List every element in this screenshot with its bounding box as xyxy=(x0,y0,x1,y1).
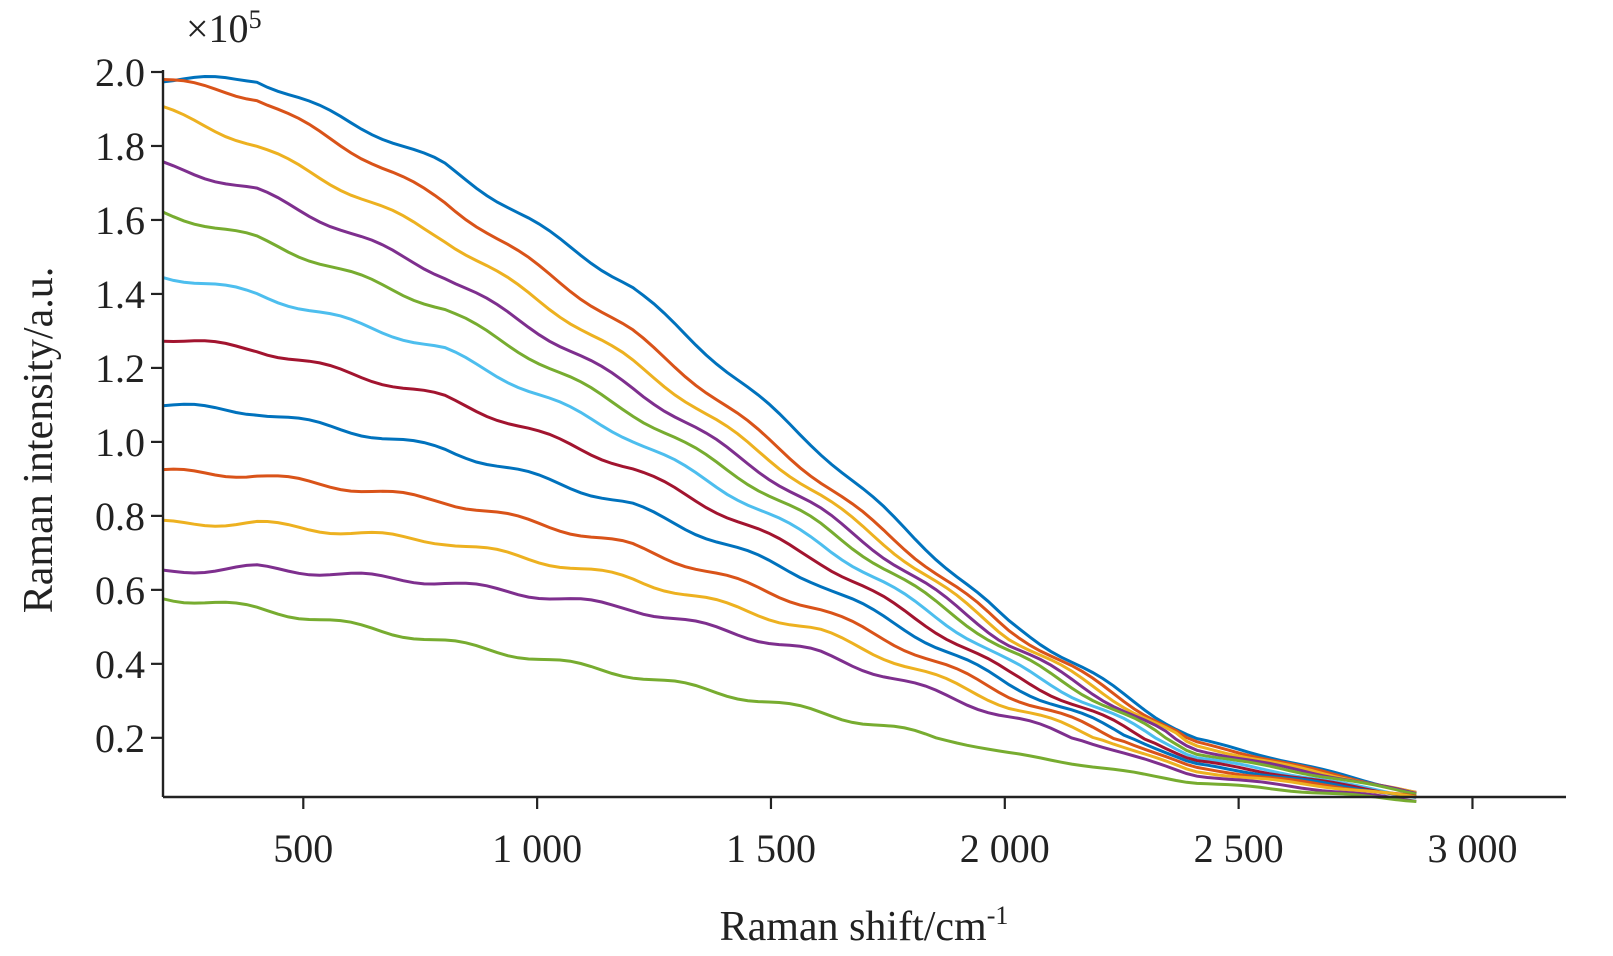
spectrum-line xyxy=(162,563,1417,803)
y-tick-label: 1.6 xyxy=(95,198,145,243)
y-tick-label: 0.8 xyxy=(95,494,145,539)
x-axis-title: Raman shift/cm-1 xyxy=(720,901,1009,950)
spectrum-line xyxy=(162,339,1417,799)
y-tick-label: 0.6 xyxy=(95,568,145,613)
axes-layer xyxy=(161,70,1566,799)
x-axis-title-superscript: -1 xyxy=(987,901,1009,930)
y-tick-label: 0.2 xyxy=(95,716,145,761)
series-layer xyxy=(162,74,1417,803)
spectrum-line xyxy=(162,402,1417,798)
spectrum-line xyxy=(162,467,1417,798)
y-tick-label: 1.2 xyxy=(95,346,145,391)
y-tick-label: 1.8 xyxy=(95,124,145,169)
x-tick-label: 1 500 xyxy=(726,826,816,871)
spectrum-line xyxy=(162,518,1417,799)
ticks-layer: 500 1 000 1 500 2 000 2 500 3 000 0.2 0.4 0.6 0.8… xyxy=(95,50,1517,871)
spectrum-line xyxy=(162,105,1417,795)
spectrum-line xyxy=(162,210,1417,796)
y-multiplier-exponent: 5 xyxy=(249,5,262,34)
spectrum-line xyxy=(162,597,1417,803)
y-tick-label: 1.4 xyxy=(95,272,145,317)
y-tick-label: 1.0 xyxy=(95,420,145,465)
spectrum-line xyxy=(162,160,1417,795)
spectrum-line xyxy=(162,74,1417,795)
y-tick-label: 0.4 xyxy=(95,642,145,687)
y-multiplier: ×105 xyxy=(186,5,262,51)
x-tick-label: 1 000 xyxy=(492,826,582,871)
x-tick-label: 3 000 xyxy=(1427,826,1517,871)
x-tick-label: 2 000 xyxy=(960,826,1050,871)
x-tick-label: 2 500 xyxy=(1194,826,1284,871)
y-axis-title: Raman intensity/a.u. xyxy=(16,267,62,613)
y-tick-label: 2.0 xyxy=(95,50,145,95)
spectrum-line xyxy=(162,78,1417,794)
spectrum-line xyxy=(162,276,1417,800)
x-tick-label: 500 xyxy=(273,826,333,871)
